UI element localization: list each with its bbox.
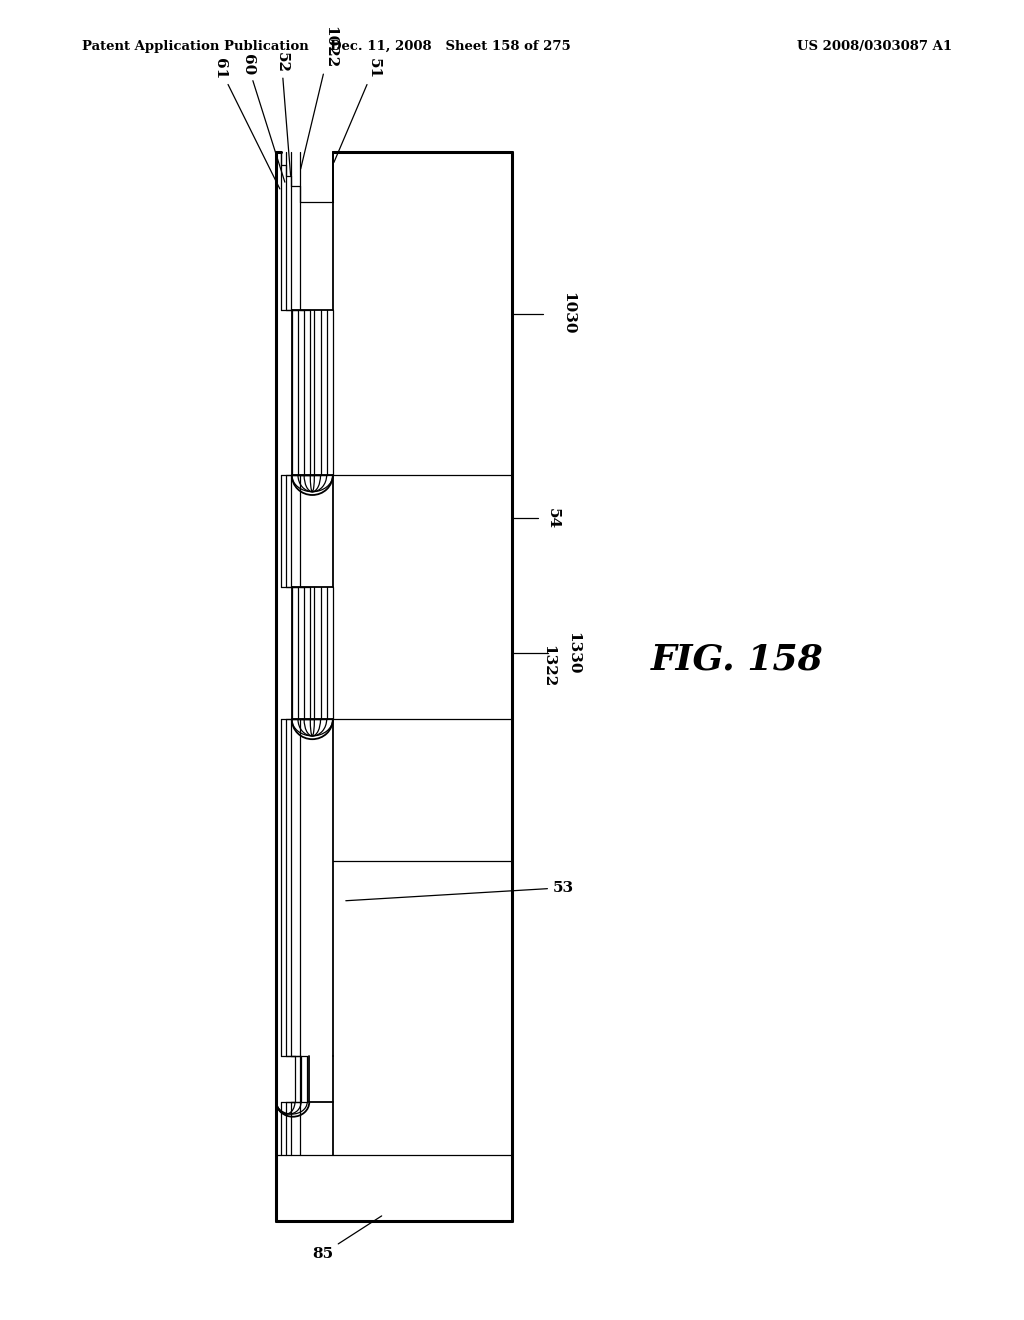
- Text: 52: 52: [274, 51, 291, 176]
- Text: Dec. 11, 2008   Sheet 158 of 275: Dec. 11, 2008 Sheet 158 of 275: [330, 40, 571, 53]
- Text: Patent Application Publication: Patent Application Publication: [82, 40, 308, 53]
- Text: 60: 60: [241, 54, 285, 182]
- Text: 85: 85: [312, 1216, 382, 1261]
- Text: 1030: 1030: [561, 292, 575, 335]
- Text: 61: 61: [213, 58, 280, 189]
- Text: 1322: 1322: [541, 645, 555, 688]
- Text: 1022: 1022: [301, 26, 337, 169]
- Text: 1330: 1330: [566, 632, 581, 675]
- Text: 51: 51: [334, 58, 381, 162]
- Text: 54: 54: [546, 507, 560, 529]
- Text: US 2008/0303087 A1: US 2008/0303087 A1: [798, 40, 952, 53]
- Text: 53: 53: [346, 880, 574, 900]
- Text: FIG. 158: FIG. 158: [651, 643, 823, 677]
